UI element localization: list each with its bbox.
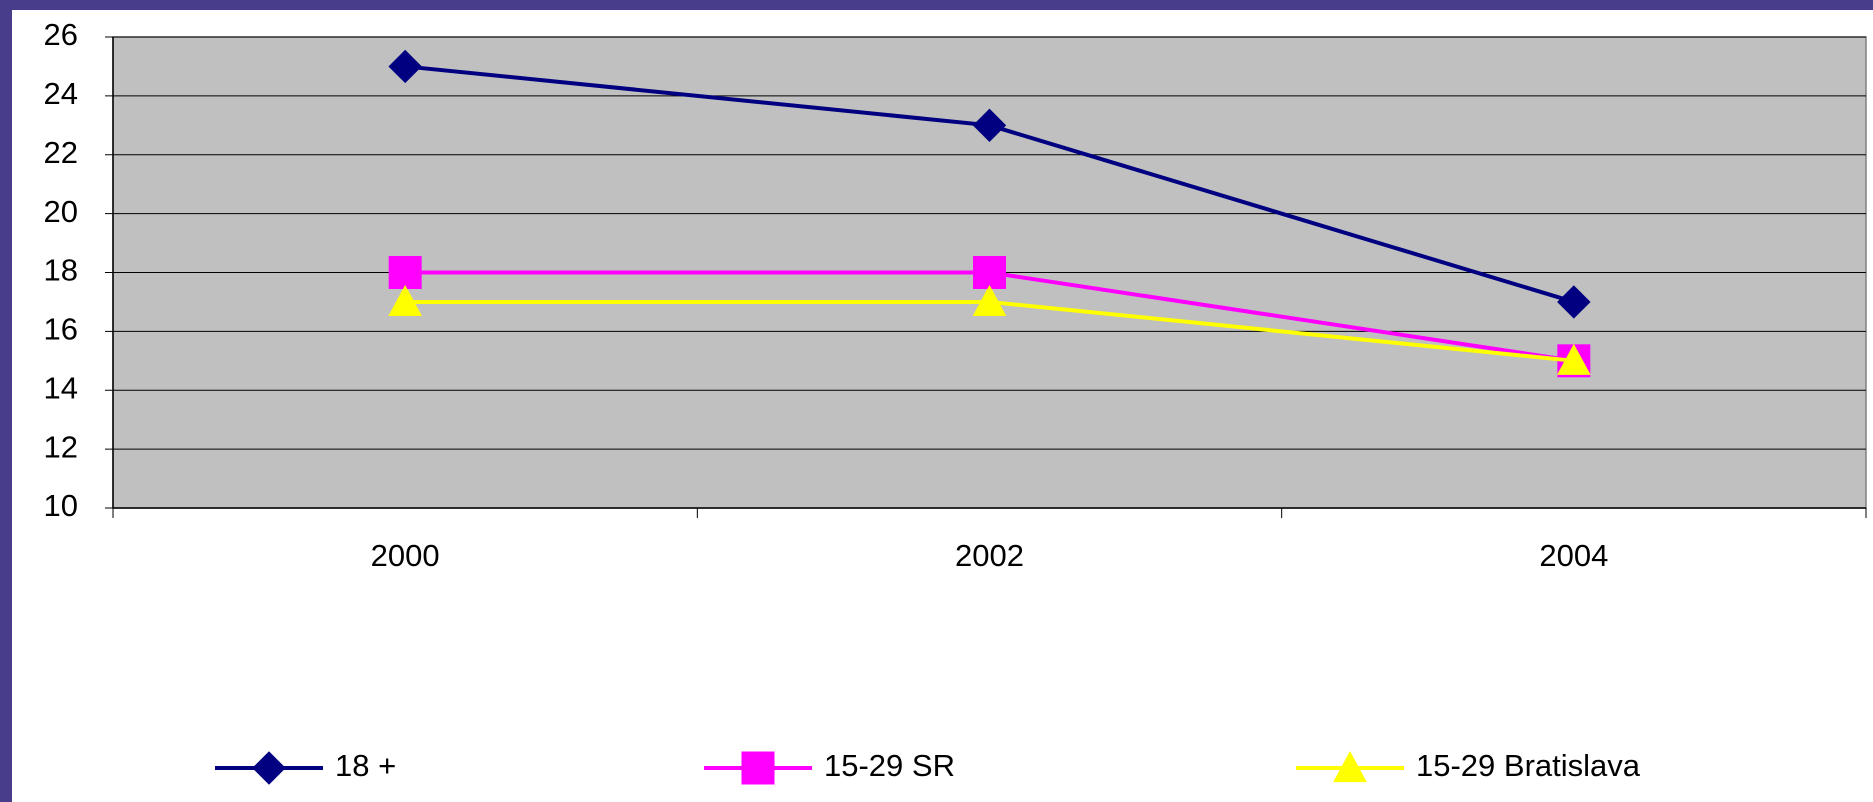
- legend-label: 15-29 SR: [824, 748, 955, 783]
- y-tick-label: 24: [44, 76, 78, 111]
- y-tick-label: 14: [44, 370, 78, 405]
- marker: [1556, 343, 1591, 375]
- legend-label: 18 +: [335, 748, 396, 783]
- marker: [388, 284, 423, 317]
- y-tick-label: 22: [44, 135, 78, 170]
- marker: [972, 284, 1007, 317]
- marker: [1333, 750, 1367, 783]
- y-tick-label: 18: [44, 253, 78, 288]
- y-tick-label: 26: [44, 17, 78, 52]
- y-tick-label: 10: [44, 488, 78, 523]
- x-tick-label: 2004: [1539, 538, 1608, 573]
- x-tick-label: 2002: [955, 538, 1024, 573]
- legend-label: 15-29 Bratislava: [1416, 748, 1641, 783]
- marker: [1557, 285, 1591, 319]
- x-tick-label: 2000: [371, 538, 440, 573]
- y-tick-label: 20: [44, 194, 78, 229]
- marker: [741, 751, 775, 785]
- marker: [252, 751, 286, 785]
- y-tick-label: 12: [44, 429, 78, 464]
- marker: [972, 108, 1007, 143]
- marker: [388, 49, 422, 84]
- marker: [973, 256, 1006, 289]
- marker: [388, 256, 422, 289]
- y-tick-label: 16: [44, 312, 78, 347]
